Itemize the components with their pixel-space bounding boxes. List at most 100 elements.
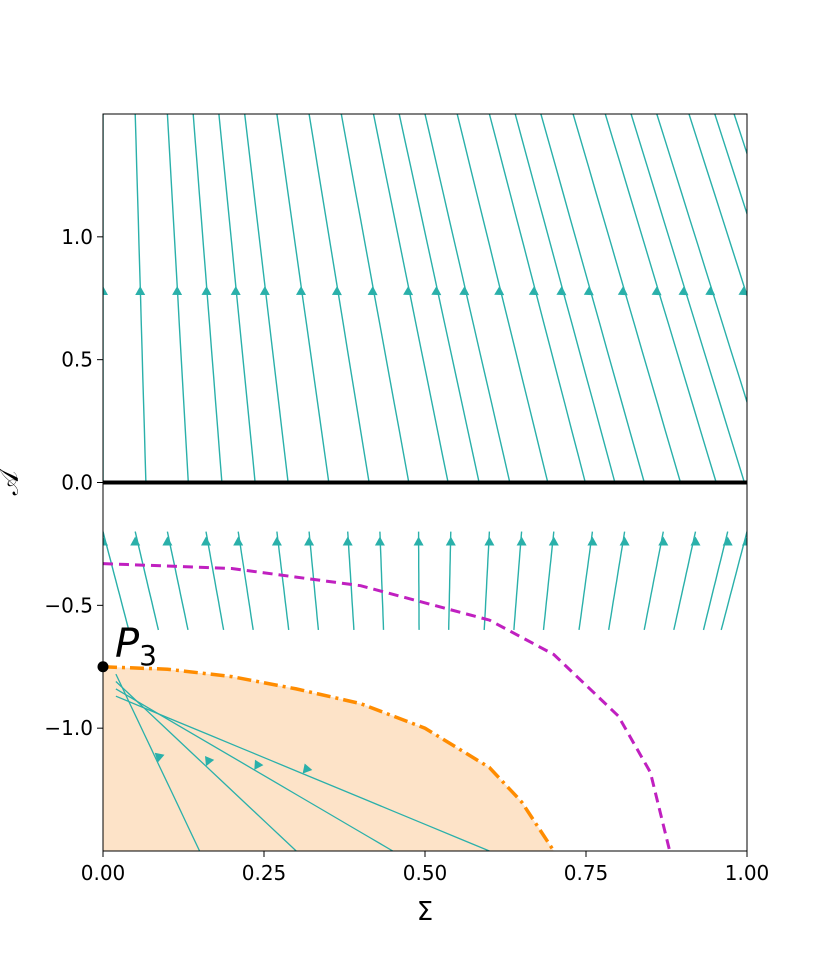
streamline-lower bbox=[513, 531, 523, 630]
streamline-arrow bbox=[331, 286, 342, 296]
streamline-upper bbox=[630, 114, 746, 483]
streamline-arrow bbox=[259, 286, 270, 295]
streamline-upper bbox=[456, 114, 549, 483]
streamline-arrow bbox=[103, 536, 108, 546]
streamline-arrow bbox=[233, 536, 244, 546]
streamline-arrow bbox=[254, 759, 264, 770]
streamline-arrow bbox=[342, 536, 353, 546]
streamline-lower bbox=[673, 531, 697, 631]
streamline-arrow bbox=[431, 286, 442, 296]
streamline-upper bbox=[192, 114, 223, 483]
streamline-arrow bbox=[738, 286, 747, 296]
streamline-arrow bbox=[445, 536, 456, 546]
streamline-upper bbox=[372, 114, 449, 483]
streamline-upper bbox=[514, 114, 616, 483]
streamline-arrow bbox=[722, 536, 733, 546]
shaded-region bbox=[103, 666, 554, 851]
streamline-lower bbox=[702, 531, 729, 631]
streamline-upper bbox=[276, 114, 330, 483]
streamline-arrow bbox=[658, 536, 669, 546]
streamline-lower bbox=[448, 531, 452, 630]
streamline-arrow bbox=[130, 536, 141, 546]
streamline-arrow bbox=[205, 756, 215, 767]
streamline-arrow bbox=[765, 286, 775, 295]
streamline-upper bbox=[540, 114, 645, 483]
streamline-arrow bbox=[296, 286, 306, 295]
streamline-arrow bbox=[705, 286, 716, 296]
streamline-arrow bbox=[528, 286, 539, 296]
shaded-region-layer bbox=[103, 666, 554, 851]
streamline-lower bbox=[205, 531, 225, 631]
x-tick-label: 0.00 bbox=[81, 861, 126, 885]
streamline-lower bbox=[578, 531, 594, 630]
streamline-arrow bbox=[619, 536, 630, 546]
y-tick-label: −1.0 bbox=[44, 716, 93, 740]
y-tick-label: 0.0 bbox=[61, 471, 93, 495]
streamline-arrow bbox=[374, 536, 385, 546]
streamline-upper bbox=[244, 114, 289, 483]
y-tick-label: −0.5 bbox=[44, 593, 93, 617]
critical-point-label: P3 bbox=[115, 621, 157, 672]
streamline-upper bbox=[166, 114, 189, 483]
streamline-lower bbox=[379, 531, 385, 630]
streamlines bbox=[103, 114, 808, 851]
streamline-upper bbox=[424, 114, 511, 483]
streamline-upper bbox=[714, 114, 747, 217]
streamline-lower bbox=[237, 531, 254, 631]
streamline-upper bbox=[340, 114, 410, 483]
streamline-arrow bbox=[690, 536, 701, 546]
streamline-lower bbox=[417, 531, 420, 630]
x-tick-label: 0.50 bbox=[403, 861, 448, 885]
streamline-arrow bbox=[587, 536, 598, 546]
axis-ticks: 0.00 0.25 0.50 0.75 1.00 −1.0 −0.5 0.0 0.5 1.0 bbox=[44, 225, 769, 885]
streamline-arrow bbox=[678, 286, 689, 296]
streamline-upper bbox=[733, 114, 747, 156]
streamline-arrow bbox=[135, 286, 146, 295]
streamline-arrow bbox=[304, 536, 315, 546]
streamline-upper bbox=[218, 114, 256, 483]
streamline-arrow bbox=[367, 286, 378, 296]
streamline-upper bbox=[572, 114, 682, 483]
streamline-lower bbox=[542, 531, 555, 630]
streamline-upper bbox=[688, 114, 747, 298]
x-axis-label: Σ bbox=[417, 897, 433, 927]
streamline-arrow bbox=[651, 286, 662, 296]
streamline-lower bbox=[276, 531, 290, 630]
streamline-lower bbox=[347, 531, 355, 630]
streamline-upper bbox=[134, 114, 147, 483]
streamline-arrow bbox=[556, 286, 567, 296]
streamline-arrow bbox=[271, 536, 282, 546]
y-tick-label: 0.5 bbox=[61, 348, 93, 372]
y-axis-label: 𝒜 bbox=[0, 468, 25, 495]
streamline-upper bbox=[746, 114, 747, 117]
streamline-arrow bbox=[154, 752, 165, 763]
streamline-arrow bbox=[516, 536, 527, 546]
x-tick-label: 0.25 bbox=[242, 861, 287, 885]
streamline-arrow bbox=[201, 536, 211, 546]
streamline-arrow bbox=[484, 536, 495, 546]
streamline-arrow bbox=[798, 286, 808, 295]
curves bbox=[103, 480, 747, 851]
points: P3 bbox=[97, 621, 157, 673]
streamline-arrow bbox=[230, 286, 241, 295]
streamline-upper bbox=[656, 114, 747, 405]
plot-area bbox=[103, 114, 808, 851]
streamline-lower bbox=[720, 531, 747, 631]
streamline-lower bbox=[103, 531, 130, 631]
dashdot-curve bbox=[103, 665, 556, 851]
streamline-arrow bbox=[403, 286, 414, 296]
streamline-upper bbox=[308, 114, 370, 483]
streamline-lower bbox=[134, 531, 160, 631]
streamline-arrow bbox=[742, 536, 747, 546]
critical-point-marker bbox=[97, 661, 109, 673]
streamline-arrow bbox=[162, 536, 173, 546]
streamline-arrow bbox=[413, 536, 424, 546]
streamline-arrow bbox=[103, 286, 108, 295]
streamline-lower bbox=[483, 531, 491, 630]
streamline-arrow bbox=[459, 286, 470, 296]
x-tick-label: 1.00 bbox=[725, 861, 770, 885]
streamline-arrow bbox=[494, 286, 505, 296]
streamline-lower bbox=[608, 531, 626, 631]
streamline-arrow bbox=[302, 763, 313, 774]
